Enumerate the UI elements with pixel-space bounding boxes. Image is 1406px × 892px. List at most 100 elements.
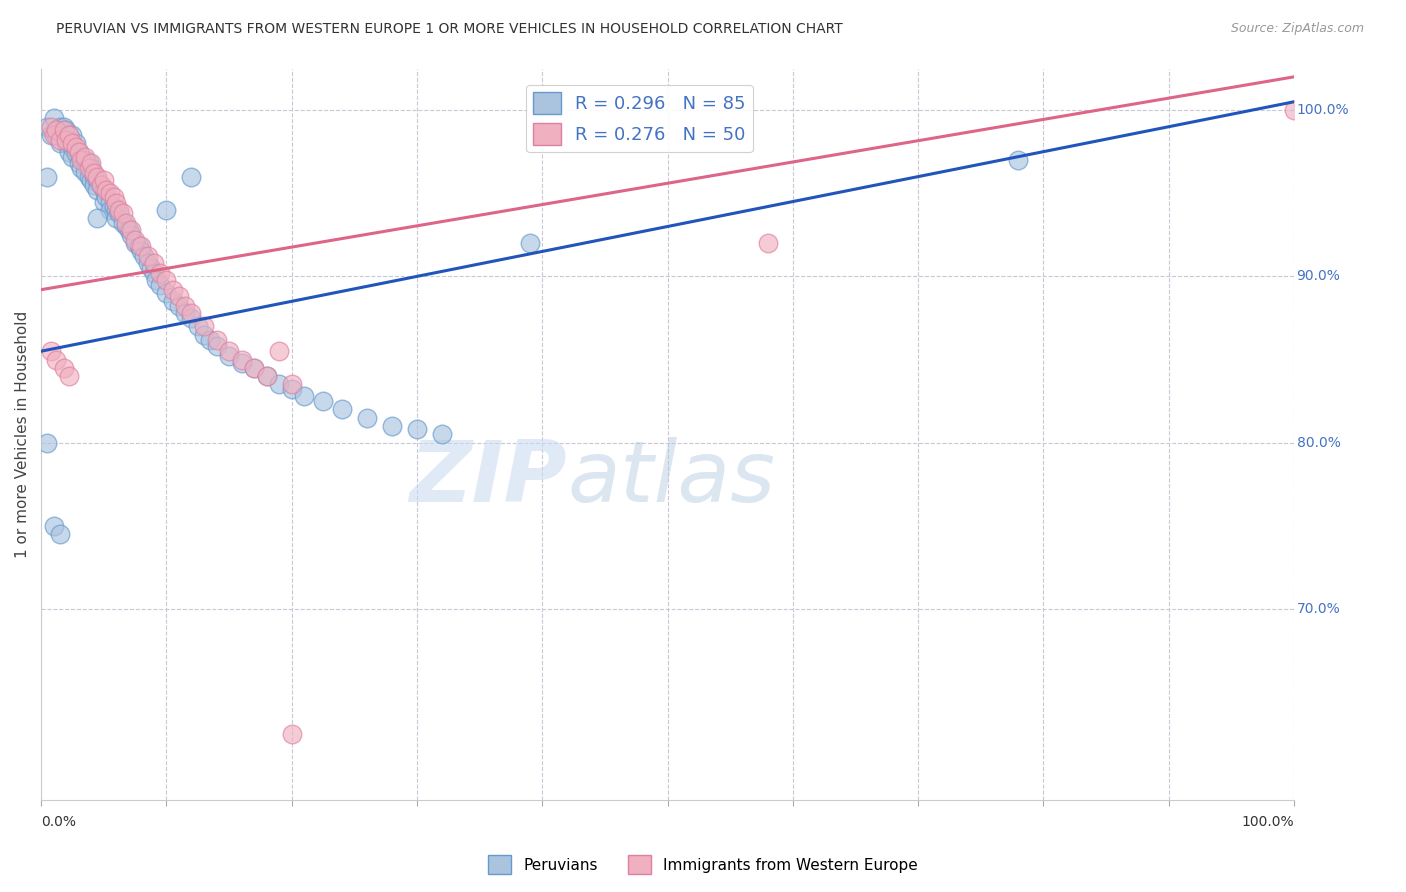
Point bbox=[86, 173, 108, 187]
Point bbox=[111, 216, 134, 230]
Point bbox=[406, 422, 429, 436]
Point bbox=[70, 161, 93, 176]
Point bbox=[218, 344, 240, 359]
Point bbox=[120, 223, 142, 237]
Point bbox=[39, 344, 62, 359]
Point bbox=[52, 120, 75, 134]
Point bbox=[124, 233, 146, 247]
Point bbox=[86, 169, 108, 184]
Point bbox=[167, 299, 190, 313]
Point bbox=[37, 169, 59, 184]
Point bbox=[70, 153, 93, 167]
Point bbox=[174, 299, 197, 313]
Point bbox=[193, 327, 215, 342]
Text: 70.0%: 70.0% bbox=[1296, 602, 1340, 616]
Point bbox=[218, 349, 240, 363]
Point bbox=[93, 194, 115, 209]
Point bbox=[205, 339, 228, 353]
Point bbox=[269, 344, 291, 359]
Point bbox=[67, 145, 90, 159]
Point bbox=[162, 294, 184, 309]
Point bbox=[62, 136, 84, 151]
Point bbox=[52, 360, 75, 375]
Point bbox=[180, 310, 202, 325]
Point bbox=[55, 133, 77, 147]
Point bbox=[62, 150, 84, 164]
Point bbox=[128, 239, 150, 253]
Point bbox=[98, 202, 121, 217]
Point bbox=[120, 227, 142, 242]
Point bbox=[96, 183, 118, 197]
Point bbox=[105, 211, 128, 226]
Point bbox=[77, 156, 100, 170]
Text: 100.0%: 100.0% bbox=[1241, 814, 1294, 829]
Point bbox=[111, 206, 134, 220]
Point bbox=[42, 518, 65, 533]
Point bbox=[280, 383, 302, 397]
Point bbox=[149, 277, 172, 292]
Point bbox=[256, 369, 278, 384]
Point bbox=[52, 123, 75, 137]
Point bbox=[155, 273, 177, 287]
Point bbox=[131, 244, 153, 259]
Point bbox=[124, 236, 146, 251]
Point bbox=[96, 189, 118, 203]
Legend: Peruvians, Immigrants from Western Europe: Peruvians, Immigrants from Western Europ… bbox=[482, 849, 924, 880]
Point bbox=[162, 283, 184, 297]
Point bbox=[141, 261, 163, 276]
Point bbox=[45, 128, 67, 142]
Point bbox=[67, 156, 90, 170]
Point bbox=[39, 128, 62, 142]
Text: 100.0%: 100.0% bbox=[1296, 103, 1350, 117]
Text: atlas: atlas bbox=[568, 437, 775, 520]
Point bbox=[49, 133, 72, 147]
Point bbox=[37, 120, 59, 134]
Point bbox=[52, 128, 75, 142]
Text: PERUVIAN VS IMMIGRANTS FROM WESTERN EUROPE 1 OR MORE VEHICLES IN HOUSEHOLD CORRE: PERUVIAN VS IMMIGRANTS FROM WESTERN EURO… bbox=[56, 22, 844, 37]
Point bbox=[83, 169, 105, 184]
Point bbox=[67, 145, 90, 159]
Point bbox=[70, 150, 93, 164]
Point bbox=[37, 435, 59, 450]
Point bbox=[55, 123, 77, 137]
Point bbox=[115, 219, 138, 234]
Point bbox=[180, 306, 202, 320]
Point bbox=[205, 333, 228, 347]
Point bbox=[180, 169, 202, 184]
Point bbox=[77, 161, 100, 176]
Point bbox=[280, 727, 302, 741]
Point bbox=[98, 194, 121, 209]
Point bbox=[105, 202, 128, 217]
Point bbox=[269, 377, 291, 392]
Point bbox=[86, 211, 108, 226]
Point bbox=[105, 196, 128, 211]
Point bbox=[77, 169, 100, 184]
Point bbox=[93, 183, 115, 197]
Point bbox=[131, 239, 153, 253]
Point bbox=[312, 394, 335, 409]
Point bbox=[42, 128, 65, 142]
Point bbox=[49, 120, 72, 134]
Point bbox=[136, 249, 159, 263]
Point bbox=[256, 369, 278, 384]
Point bbox=[49, 136, 72, 151]
Point bbox=[356, 410, 378, 425]
Point bbox=[118, 223, 141, 237]
Point bbox=[292, 389, 315, 403]
Point bbox=[103, 200, 125, 214]
Point bbox=[90, 178, 112, 192]
Point bbox=[83, 166, 105, 180]
Point bbox=[243, 360, 266, 375]
Text: Source: ZipAtlas.com: Source: ZipAtlas.com bbox=[1230, 22, 1364, 36]
Point bbox=[58, 128, 80, 142]
Point bbox=[90, 178, 112, 192]
Point bbox=[49, 527, 72, 541]
Point bbox=[142, 266, 165, 280]
Point bbox=[243, 360, 266, 375]
Point bbox=[62, 128, 84, 142]
Point bbox=[136, 256, 159, 270]
Point bbox=[430, 427, 453, 442]
Point bbox=[65, 146, 87, 161]
Point bbox=[103, 189, 125, 203]
Point bbox=[155, 202, 177, 217]
